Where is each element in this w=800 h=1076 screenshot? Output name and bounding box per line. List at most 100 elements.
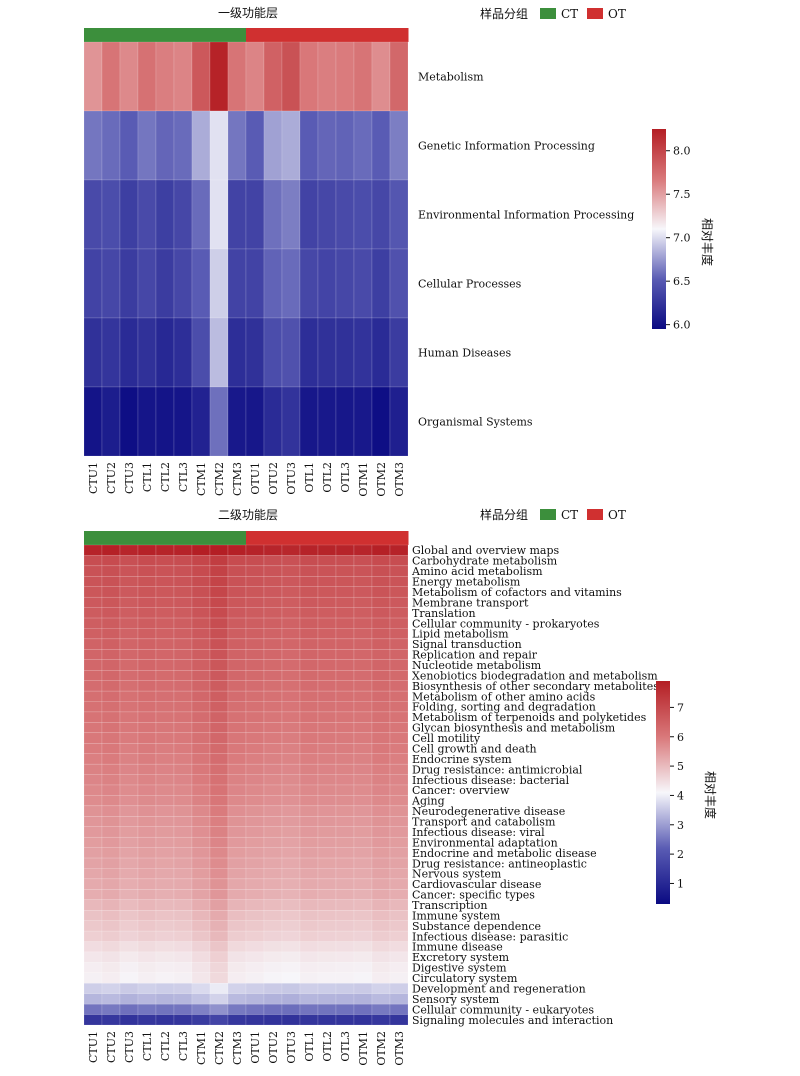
- heatmap-cell: [371, 857, 391, 869]
- heatmap-cell: [137, 951, 157, 963]
- row-label: Metabolism of other amino acids: [412, 690, 596, 703]
- heatmap-cell: [317, 586, 337, 598]
- heatmap-cell: [155, 248, 175, 319]
- heatmap-cell: [101, 941, 121, 953]
- heatmap-cell: [101, 962, 121, 974]
- heatmap-cell: [227, 816, 247, 827]
- group-bar-otu2: [264, 531, 283, 545]
- heatmap-cell: [281, 951, 301, 963]
- heatmap-cell: [209, 920, 229, 932]
- heatmap-cell: [137, 941, 157, 953]
- ot-legend-swatch: [587, 8, 603, 19]
- heatmap-cell: [317, 110, 337, 181]
- heatmap-cell: [191, 248, 211, 319]
- heatmap-cell: [245, 889, 265, 900]
- heatmap-cell: [227, 659, 247, 671]
- group-bar-ctl2: [156, 28, 175, 42]
- group-bar-ctu3: [120, 531, 139, 545]
- heatmap-cell: [263, 899, 283, 911]
- heatmap-cell: [245, 607, 265, 619]
- heatmap-cell: [299, 805, 319, 817]
- heatmap-cell: [299, 753, 319, 765]
- heatmap-cell: [83, 743, 103, 754]
- heatmap-cell: [227, 993, 247, 1005]
- heatmap-cell: [389, 774, 409, 786]
- column-label: CTU3: [123, 462, 136, 494]
- heatmap-cell: [101, 1014, 121, 1026]
- heatmap-cell: [83, 889, 103, 900]
- heatmap-cell: [119, 910, 139, 921]
- heatmap-cell: [119, 816, 139, 827]
- heatmap-cell: [83, 763, 103, 775]
- ot-legend-swatch-2: [587, 509, 603, 520]
- heatmap-cell: [227, 649, 247, 660]
- heatmap-cell: [173, 816, 193, 827]
- heatmap-cell: [263, 774, 283, 786]
- heatmap-cell: [83, 722, 103, 734]
- colorbar-tick-label: 6.5: [673, 275, 691, 288]
- heatmap-cell: [191, 930, 211, 942]
- heatmap-cell: [83, 878, 103, 890]
- row-label: Aging: [411, 795, 445, 808]
- heatmap-cell: [299, 1003, 319, 1015]
- heatmap-cell: [245, 878, 265, 890]
- heatmap-cell: [299, 544, 319, 556]
- group-bar-otm3: [390, 28, 409, 42]
- heatmap-cell: [191, 690, 211, 702]
- heatmap-cell: [119, 680, 139, 692]
- heatmap-cell: [119, 732, 139, 744]
- heatmap-cell: [335, 826, 355, 838]
- heatmap-cell: [155, 670, 175, 681]
- heatmap-cell: [137, 386, 157, 457]
- heatmap-cell: [263, 670, 283, 681]
- heatmap-cell: [191, 784, 211, 796]
- heatmap-cell: [299, 711, 319, 723]
- heatmap-cell: [101, 248, 121, 319]
- heatmap-cell: [353, 555, 373, 567]
- heatmap-cell: [155, 774, 175, 786]
- heatmap-cell: [389, 753, 409, 765]
- column-label: OTU1: [249, 1031, 262, 1064]
- heatmap-cell: [83, 179, 103, 250]
- heatmap-cell: [281, 576, 301, 587]
- heatmap-cell: [155, 690, 175, 702]
- heatmap-cell: [299, 680, 319, 692]
- heatmap-cell: [299, 617, 319, 629]
- heatmap-cell: [299, 899, 319, 911]
- heatmap-cell: [155, 743, 175, 754]
- heatmap-cell: [101, 617, 121, 629]
- heatmap-cell: [101, 722, 121, 734]
- heatmap-cell: [137, 816, 157, 827]
- heatmap-cell: [173, 248, 193, 319]
- heatmap-cell: [227, 805, 247, 817]
- heatmap-cell: [353, 878, 373, 890]
- heatmap-cell: [281, 649, 301, 660]
- heatmap-cell: [317, 690, 337, 702]
- heatmap-cell: [173, 544, 193, 556]
- group-bar-ctm3: [228, 531, 247, 545]
- heatmap-cell: [155, 711, 175, 723]
- heatmap-cell: [155, 386, 175, 457]
- colorbar-tick-label: 7: [677, 701, 684, 714]
- heatmap-cell: [101, 972, 121, 984]
- heatmap-cell: [101, 701, 121, 713]
- heatmap-cell: [245, 847, 265, 859]
- heatmap-cell: [209, 1003, 229, 1015]
- heatmap-cell: [83, 607, 103, 619]
- heatmap-cell: [173, 555, 193, 567]
- heatmap-cell: [263, 386, 283, 457]
- heatmap-cell: [191, 638, 211, 650]
- heatmap-cell: [209, 795, 229, 807]
- heatmap-cell: [227, 836, 247, 848]
- group-bar-ctm1: [192, 28, 211, 42]
- heatmap-cell: [227, 826, 247, 838]
- heatmap-cell: [317, 941, 337, 953]
- ot-legend-label: OT: [608, 7, 626, 21]
- heatmap-cell: [101, 910, 121, 921]
- heatmap-cell: [371, 1014, 391, 1026]
- column-label: OTU3: [285, 462, 298, 495]
- heatmap-cell: [335, 983, 355, 994]
- heatmap-cell: [353, 386, 373, 457]
- row-label: Infectious disease: viral: [412, 826, 545, 839]
- heatmap-cell: [101, 680, 121, 692]
